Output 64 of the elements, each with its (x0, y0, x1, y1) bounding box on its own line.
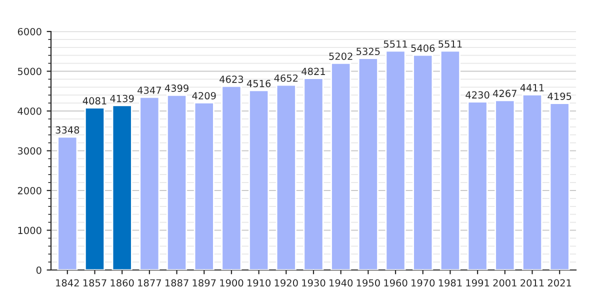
bar (303, 78, 324, 270)
y-tick-label: 0 (36, 266, 42, 274)
x-tick-label: 1981 (438, 279, 462, 287)
data-label: 5511 (384, 40, 408, 48)
data-label: 4652 (274, 74, 298, 82)
x-tick-label: 1887 (165, 279, 188, 287)
x-tick-label: 2011 (520, 279, 544, 287)
data-label: 4195 (548, 92, 572, 100)
data-label: 4821 (302, 68, 325, 76)
x-tick-label: 2001 (493, 279, 516, 287)
data-label: 4623 (220, 76, 244, 83)
x-tick-label: 1970 (412, 279, 435, 287)
x-tick-label: 1900 (220, 279, 244, 287)
bar (112, 104, 132, 270)
bar (549, 102, 570, 270)
bar (412, 54, 434, 270)
data-label: 4399 (164, 84, 188, 92)
bar (440, 50, 460, 270)
bar (467, 101, 488, 270)
y-tick-label: 2000 (18, 186, 42, 194)
bar (276, 84, 296, 270)
x-tick-label: 1950 (356, 279, 380, 287)
x-tick-label: 1930 (302, 279, 326, 287)
x-tick-label: 1860 (110, 279, 134, 287)
bar (194, 102, 214, 270)
data-label: 4230 (466, 91, 490, 99)
bar (330, 62, 352, 270)
data-label: 4267 (493, 90, 516, 98)
bar (84, 107, 106, 270)
y-tick-label: 6000 (18, 28, 42, 36)
y-tick-label: 1000 (18, 226, 42, 234)
x-tick-label: 1991 (466, 279, 490, 287)
x-tick-label: 1897 (192, 279, 216, 287)
x-tick-label: 1940 (330, 279, 353, 287)
x-tick-label: 1960 (384, 279, 408, 287)
data-label: 4209 (192, 92, 216, 100)
x-tick-label: 1842 (56, 279, 79, 287)
data-label: 4139 (110, 94, 134, 102)
data-label: 5511 (438, 40, 462, 48)
x-tick-label: 1920 (274, 279, 298, 287)
bar (358, 58, 378, 270)
data-label: 5325 (356, 48, 380, 56)
data-label: 5202 (329, 52, 352, 60)
data-label: 4516 (246, 80, 271, 88)
data-label: 4347 (138, 86, 161, 94)
data-label: 4081 (82, 97, 106, 105)
bar (57, 136, 78, 270)
bar (494, 100, 516, 270)
bar (248, 90, 270, 270)
bar (385, 50, 406, 270)
x-tick-label: 1910 (248, 279, 271, 287)
bar (166, 94, 188, 270)
x-tick-label: 2021 (548, 279, 572, 287)
data-label: 4411 (520, 84, 544, 92)
data-label: 3348 (56, 126, 80, 134)
x-tick-label: 1857 (83, 279, 106, 287)
y-tick-label: 5000 (18, 68, 42, 76)
x-tick-label: 1877 (138, 279, 161, 287)
bar (139, 96, 160, 270)
bar (221, 86, 242, 270)
y-tick-label: 3000 (18, 147, 42, 155)
data-label: 5406 (411, 44, 435, 52)
y-tick-label: 4000 (18, 107, 42, 115)
bar (522, 94, 543, 270)
